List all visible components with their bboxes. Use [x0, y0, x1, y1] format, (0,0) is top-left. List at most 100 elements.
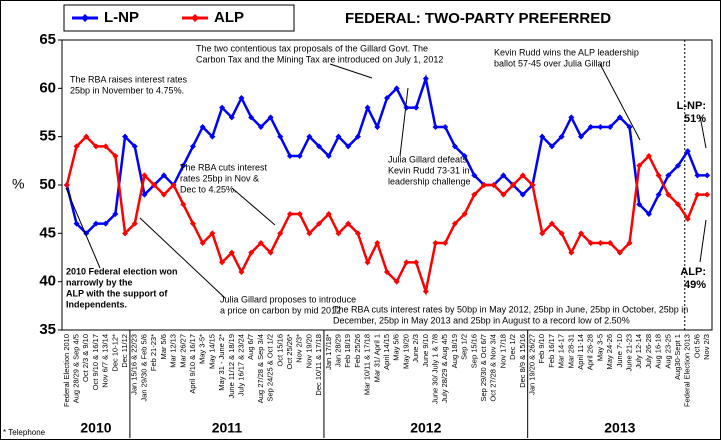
point	[578, 230, 585, 237]
x-tick-label: Feb 9/10	[537, 334, 546, 364]
point	[519, 172, 526, 179]
point	[151, 182, 158, 188]
point	[684, 215, 691, 222]
annotation: 51%	[684, 113, 706, 125]
annotation: The RBA raises interest rates	[70, 74, 188, 84]
point	[384, 269, 390, 275]
x-tick-label: Mar 12/13	[169, 334, 178, 368]
x-tick-label: May 19/20	[401, 334, 410, 369]
point	[354, 133, 361, 140]
x-tick-label: Federal Election 2010	[62, 334, 71, 407]
x-tick-label: Nov 2/3	[702, 334, 711, 360]
point	[345, 220, 352, 227]
point	[645, 153, 652, 159]
point	[490, 182, 497, 188]
x-tick-label: Oct 25/26*	[285, 334, 294, 370]
point	[228, 249, 235, 256]
point	[180, 201, 187, 208]
point	[92, 143, 99, 150]
x-tick-label: Mar 5/6	[159, 334, 168, 359]
point	[694, 191, 701, 198]
point	[451, 220, 458, 227]
x-tick-label: July 28/29 & Aug 4/5	[440, 334, 449, 403]
point	[257, 240, 264, 246]
point	[471, 172, 478, 179]
point	[500, 191, 507, 198]
x-tick-label: Jan 28/29	[333, 334, 342, 367]
point	[393, 85, 400, 92]
point	[238, 95, 245, 101]
point	[364, 259, 371, 266]
point	[442, 124, 449, 130]
point	[209, 133, 216, 140]
x-tick-label: May 31 - June 2*	[217, 334, 226, 391]
point	[587, 124, 594, 130]
point	[335, 133, 342, 140]
point	[209, 230, 216, 237]
point	[112, 153, 119, 159]
x-tick-label: Mar 28-31	[566, 334, 575, 368]
x-tick-label: Jan 19/20 & 26/27	[528, 334, 537, 395]
point	[296, 211, 303, 217]
x-tick-label: Oct 5/6	[692, 334, 701, 358]
point	[616, 114, 623, 121]
point	[422, 288, 429, 295]
annotation: Julia Gillard defeats	[388, 154, 468, 164]
point	[141, 172, 148, 179]
x-tick-label: Dec 10-12*	[110, 334, 119, 372]
footnote: * Telephone	[3, 428, 46, 437]
point	[607, 124, 614, 130]
annotation: The RBA cuts interest	[180, 162, 268, 172]
x-tick-label: Mar 31/ April 1	[372, 334, 381, 382]
point	[607, 240, 614, 246]
point	[73, 143, 80, 150]
y-tick-label: 35	[39, 321, 56, 338]
point	[548, 220, 555, 227]
x-tick-label: Aug 18/19	[450, 334, 459, 368]
point	[316, 220, 323, 227]
point	[539, 133, 546, 140]
point	[296, 153, 303, 159]
annotation: Dec to 4.25%.	[180, 184, 237, 194]
point	[655, 172, 662, 179]
x-tick-label: Mar 10/11 & 17/18	[363, 334, 372, 395]
point	[122, 133, 129, 140]
point	[616, 249, 623, 256]
point	[170, 182, 177, 188]
x-tick-label: Nov 2/3*	[295, 334, 304, 363]
point	[189, 143, 196, 150]
point	[248, 249, 255, 256]
point	[257, 124, 264, 130]
x-tick-label: Feb 21-23*	[149, 334, 158, 371]
x-tick-label: June 21-23	[625, 334, 634, 372]
year-label: 2013	[604, 420, 635, 436]
x-tick-label: Jan 15/16 & 22/23	[130, 334, 139, 395]
point	[122, 230, 129, 237]
arrow	[399, 87, 409, 157]
point	[248, 114, 255, 121]
point	[199, 124, 206, 130]
point	[384, 95, 390, 101]
legend-marker	[191, 14, 199, 22]
point	[267, 114, 274, 121]
point	[306, 230, 313, 237]
point	[704, 191, 711, 198]
point	[558, 230, 565, 237]
annotation: Carbon Tax and the Mining Tax are introd…	[196, 54, 443, 64]
x-tick-label: Oct 27/28 & Nov 3/4	[489, 334, 498, 402]
point	[160, 191, 167, 198]
point	[219, 259, 226, 266]
x-tick-label: May 3-5	[595, 334, 604, 361]
x-tick-label: Aug 16-18	[654, 334, 663, 369]
x-tick-label: Dec 8/9 & 15/16	[518, 334, 527, 388]
point	[461, 153, 468, 159]
point	[432, 240, 439, 246]
point	[665, 172, 672, 179]
x-tick-label: Federal Election 2013	[683, 334, 692, 407]
annotation: ballot 57-45 over Julia Gillard	[494, 58, 611, 68]
year-label: 2011	[212, 420, 243, 436]
annotation: 25bp in November to 4.75%.	[70, 85, 184, 95]
annotation: L-NP:	[677, 100, 706, 112]
chart-title: FEDERAL: TWO-PARTY PREFERRED	[345, 10, 611, 27]
